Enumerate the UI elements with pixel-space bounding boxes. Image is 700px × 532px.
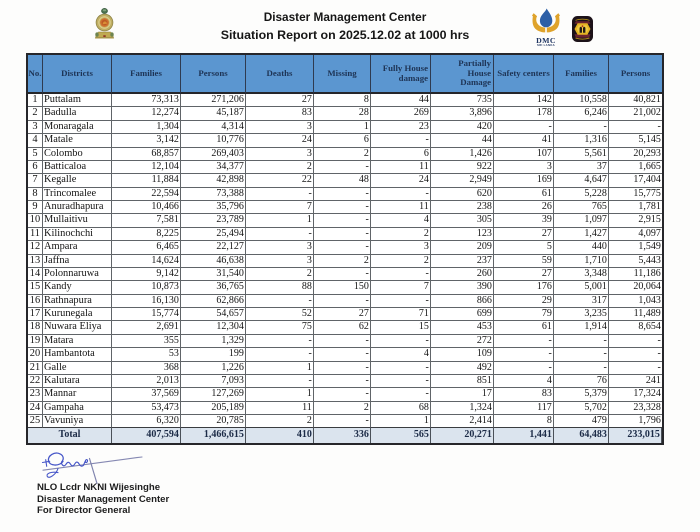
svg-text:DMC: DMC (536, 36, 556, 45)
svg-text:SRI LANKA: SRI LANKA (537, 43, 555, 47)
